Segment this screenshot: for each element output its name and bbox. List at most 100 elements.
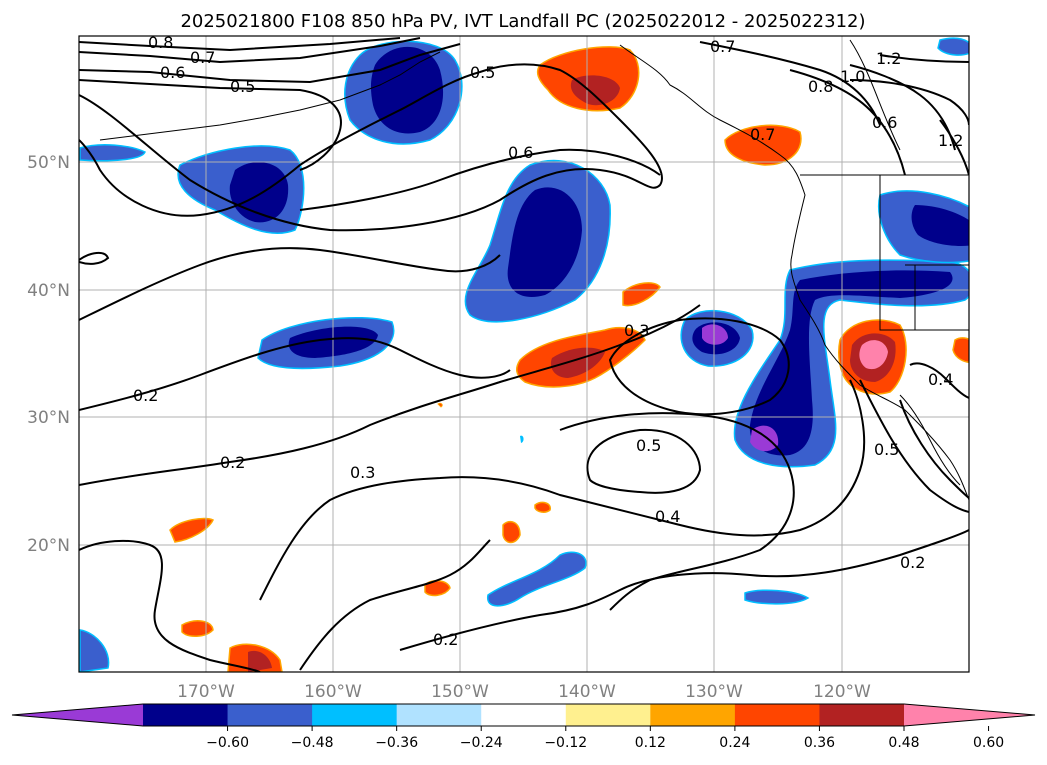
contour-label: 0.8: [148, 33, 173, 52]
contour-line: [79, 37, 421, 64]
coastline: [899, 394, 961, 486]
shade-blob: [952, 337, 969, 363]
shade-blob: [79, 629, 110, 672]
lon-label: 160°W: [304, 682, 362, 702]
contour-label: 0.7: [750, 125, 775, 144]
shade-blob: [181, 620, 214, 637]
shade-blob: [622, 282, 661, 307]
colorbar-tick-label: −0.24: [460, 735, 503, 751]
shade-blob: [437, 402, 443, 408]
contour-line: [299, 148, 661, 211]
contour-line: [79, 539, 261, 672]
lat-label: 50°N: [27, 153, 70, 173]
lat-label: 30°N: [27, 408, 70, 428]
colorbar-tick-label: −0.12: [544, 735, 587, 751]
shade-blob: [724, 124, 802, 166]
border: [849, 39, 901, 151]
colorbar-outline: [11, 703, 1036, 727]
contour-line: [79, 43, 461, 84]
contour-line: [879, 54, 969, 63]
contour-line: [699, 41, 881, 126]
contour-label: 0.5: [874, 440, 899, 459]
lon-label: 120°W: [813, 682, 871, 702]
contour-label: 1.2: [876, 49, 901, 68]
colorbar-segment: [650, 704, 736, 726]
lat-labels: 50°N 40°N 30°N 20°N: [27, 153, 70, 556]
shade-blob: [502, 520, 521, 544]
shade-blob: [248, 650, 272, 672]
contour-line: [79, 252, 110, 265]
gridlines: [79, 36, 969, 672]
colorbar-tick-label: 0.48: [888, 735, 919, 751]
contour-label: 0.4: [928, 370, 953, 389]
contour-label: 0.5: [230, 77, 255, 96]
coastlines: [99, 39, 969, 501]
colorbar-tick-label: 0.12: [635, 735, 666, 751]
contour-label: 0.3: [350, 463, 375, 482]
shade-blob: [520, 435, 524, 443]
contour-line: [79, 304, 701, 486]
contour-line: [849, 79, 969, 126]
contour-line: [608, 317, 790, 416]
lon-label: 140°W: [558, 682, 616, 702]
contour-label: 0.3: [624, 321, 649, 340]
colorbar-segment: [565, 704, 651, 726]
shade-blob: [702, 324, 728, 345]
lon-label: 150°W: [431, 682, 489, 702]
contour-line: [79, 79, 342, 171]
contour-line: [586, 428, 702, 494]
contour-label: 0.5: [636, 436, 661, 455]
shade-blob: [79, 144, 146, 162]
coastline: [619, 44, 969, 501]
shade-blob: [487, 551, 587, 607]
colorbar-tick-label: −0.48: [291, 735, 334, 751]
colorbar-extend-low: [12, 704, 143, 726]
contour-line: [399, 529, 969, 651]
contour-line: [789, 69, 906, 176]
map-title: 2025021800 F108 850 hPa PV, IVT Landfall…: [180, 11, 865, 32]
coastline: [99, 51, 441, 141]
colorbar-segment: [227, 704, 313, 726]
colorbar-segment: [481, 704, 567, 726]
colorbar-tick-label: 0.60: [973, 735, 1004, 751]
lon-labels: 170°W 160°W 150°W 140°W 130°W 120°W: [177, 682, 871, 702]
contour-line: [859, 379, 969, 513]
lat-label: 40°N: [27, 281, 70, 301]
contour-label: 0.6: [160, 63, 185, 82]
contour-line: [79, 337, 511, 411]
contour-label: 0.2: [900, 553, 925, 572]
shade-blob: [370, 46, 444, 134]
lon-label: 130°W: [685, 682, 743, 702]
shade-blob: [570, 75, 620, 106]
contour-line: [259, 379, 866, 601]
contour-line: [909, 362, 969, 399]
contour-label: 1.2: [938, 131, 963, 150]
contour-label: 1.0: [840, 67, 865, 86]
shade-blob: [911, 205, 969, 246]
contour-label: 0.4: [655, 507, 680, 526]
shade-blob: [937, 37, 969, 56]
contour-label: 0.2: [220, 453, 245, 472]
colorbar-segment: [734, 704, 820, 726]
negative-anomaly-shading: [79, 37, 969, 672]
colorbar-segment: [143, 704, 229, 726]
lat-label: 20°N: [27, 536, 70, 556]
shade-blob: [749, 270, 953, 456]
shade-blob: [744, 589, 810, 605]
contour-label: 0.2: [433, 630, 458, 649]
contour-line: [79, 63, 663, 232]
contour-label: 0.8: [808, 77, 833, 96]
contour-label: 0.2: [133, 386, 158, 405]
contour-labels: 0.8 0.7 0.6 0.5 0.5 0.7 1.2 1.0 0.8 0.6 …: [133, 33, 963, 649]
shade-blob: [859, 340, 888, 370]
contour-label: 0.7: [710, 37, 735, 56]
colorbar-tick-label: −0.36: [375, 735, 418, 751]
colorbar-tick-label: 0.36: [804, 735, 835, 751]
colorbar-segment: [312, 704, 398, 726]
positive-anomaly-shading: [169, 46, 969, 672]
lon-label: 170°W: [177, 682, 235, 702]
contour-label: 0.7: [190, 48, 215, 67]
contour-line: [79, 37, 401, 52]
contour-line: [299, 539, 491, 671]
